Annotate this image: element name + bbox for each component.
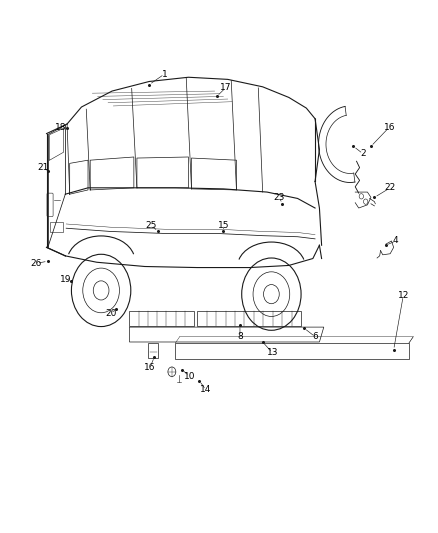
Text: 14: 14 bbox=[200, 385, 212, 394]
Bar bbox=[49, 222, 63, 232]
Text: 8: 8 bbox=[237, 332, 243, 341]
Text: 25: 25 bbox=[146, 221, 157, 230]
Text: 20: 20 bbox=[105, 309, 117, 318]
Text: 18: 18 bbox=[55, 123, 67, 132]
Text: 1: 1 bbox=[162, 70, 167, 78]
Text: 22: 22 bbox=[385, 183, 396, 192]
Text: 17: 17 bbox=[220, 83, 231, 92]
Text: 6: 6 bbox=[312, 332, 318, 341]
Text: 21: 21 bbox=[38, 163, 49, 172]
Text: 2: 2 bbox=[360, 149, 366, 158]
Text: 13: 13 bbox=[266, 348, 278, 357]
Bar bbox=[148, 343, 158, 358]
Text: 16: 16 bbox=[384, 123, 395, 132]
Text: 10: 10 bbox=[184, 372, 195, 381]
Text: 23: 23 bbox=[274, 193, 285, 202]
Text: 16: 16 bbox=[144, 363, 156, 372]
Text: 15: 15 bbox=[218, 221, 229, 230]
Text: 19: 19 bbox=[60, 274, 71, 284]
Text: 4: 4 bbox=[393, 237, 399, 246]
Text: 26: 26 bbox=[31, 259, 42, 268]
Text: 12: 12 bbox=[398, 291, 409, 300]
